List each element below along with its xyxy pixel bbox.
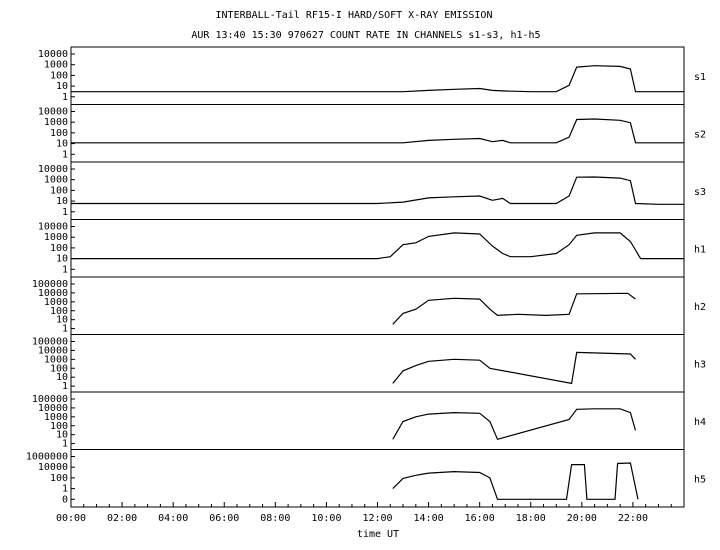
y-tick-label: 10000: [38, 107, 68, 118]
y-tick-label: 10: [56, 254, 68, 265]
x-tick-label: 12:00: [362, 513, 392, 524]
panel-frame: [70, 219, 685, 278]
series-line-s2: [71, 118, 684, 144]
y-tick-label: 100: [50, 306, 68, 317]
y-tick-label: 1000: [44, 117, 68, 128]
x-tick-label: 10:00: [311, 513, 341, 524]
y-tick-label: 10000: [38, 345, 68, 356]
y-tick-label: 1: [62, 264, 68, 275]
panel-label: h5: [694, 474, 706, 485]
x-tick-label: 04:00: [158, 513, 188, 524]
y-tick-label: 1: [62, 92, 68, 103]
y-tick-label: 100: [50, 70, 68, 81]
panel-label: h3: [694, 359, 706, 370]
y-tick-label: 100: [50, 128, 68, 139]
x-tick-label: 08:00: [260, 513, 290, 524]
panel-label: h4: [694, 417, 706, 428]
series-line-h2: [392, 292, 636, 325]
y-tick-label: 1: [62, 207, 68, 218]
y-tick-label: 1000000: [26, 452, 68, 463]
series-line-h5: [392, 462, 639, 500]
x-tick-label: 02:00: [107, 513, 137, 524]
y-tick-label: 10: [56, 372, 68, 383]
series-line-s1: [71, 65, 684, 93]
x-tick-label: 06:00: [209, 513, 239, 524]
y-tick-label: 1: [62, 324, 68, 335]
y-tick-label: 10000: [38, 222, 68, 233]
panel-label: h1: [694, 244, 706, 255]
panel-frame: [70, 46, 685, 105]
y-tick-label: 1: [62, 149, 68, 160]
y-tick-label: 1000: [44, 412, 68, 423]
panel-frame: [70, 161, 685, 220]
y-tick-label: 100000: [32, 337, 68, 348]
y-tick-label: 1: [62, 381, 68, 392]
panel-label: s2: [694, 129, 706, 140]
series-line-h4: [392, 408, 637, 441]
chart-panels: 100001000100101s1100001000100101s2100001…: [26, 46, 706, 508]
y-tick-label: 10000: [38, 164, 68, 175]
panel-frame: [70, 449, 685, 508]
series-line-h1: [71, 232, 684, 260]
series-line-h3: [392, 351, 636, 385]
y-tick-label: 100000: [32, 394, 68, 405]
y-tick-label: 100: [50, 421, 68, 432]
x-tick-label: 18:00: [516, 513, 546, 524]
y-tick-label: 10000: [38, 462, 68, 473]
chart-subtitle: AUR 13:40 15:30 970627 COUNT RATE IN CHA…: [191, 30, 540, 41]
y-tick-label: 10: [56, 315, 68, 326]
y-tick-label: 10: [56, 430, 68, 441]
series-line-s3: [71, 176, 684, 205]
x-tick-label: 16:00: [465, 513, 495, 524]
y-tick-label: 100: [50, 473, 68, 484]
y-tick-label: 1000: [44, 60, 68, 71]
y-tick-label: 100: [50, 185, 68, 196]
panel-frame: [70, 276, 685, 335]
panel-frame: [70, 391, 685, 450]
x-tick-label: 22:00: [618, 513, 648, 524]
y-tick-label: 1: [62, 439, 68, 450]
x-axis-label: time UT: [357, 529, 399, 540]
x-tick-label: 14:00: [414, 513, 444, 524]
x-axis: 00:00 02:00 04:00 06:00 08:00 10:00 12:00 14:00…: [56, 502, 685, 524]
panel-frame: [70, 334, 685, 393]
y-tick-label: 100000: [32, 279, 68, 290]
y-tick-label: 10: [56, 81, 68, 92]
y-tick-label: 0: [62, 494, 68, 505]
y-tick-label: 10000: [38, 288, 68, 299]
panel-label: s1: [694, 72, 706, 83]
y-tick-label: 10: [56, 139, 68, 150]
y-tick-label: 10000: [38, 403, 68, 414]
y-tick-label: 10000: [38, 49, 68, 60]
y-tick-label: 1000: [44, 297, 68, 308]
y-tick-label: 10: [56, 196, 68, 207]
panel-label: h2: [694, 302, 706, 313]
panel-frame: [70, 104, 685, 163]
y-tick-label: 1000: [44, 354, 68, 365]
y-tick-label: 1000: [44, 175, 68, 186]
x-tick-label: 20:00: [567, 513, 597, 524]
y-tick-label: 100: [50, 243, 68, 254]
y-tick-label: 100: [50, 363, 68, 374]
x-tick-label: 00:00: [56, 513, 86, 524]
y-tick-label: 1000: [44, 232, 68, 243]
y-tick-label: 1: [62, 484, 68, 495]
chart-title: INTERBALL-Tail RF15-I HARD/SOFT X-RAY EM…: [216, 10, 493, 21]
panel-label: s3: [694, 187, 706, 198]
